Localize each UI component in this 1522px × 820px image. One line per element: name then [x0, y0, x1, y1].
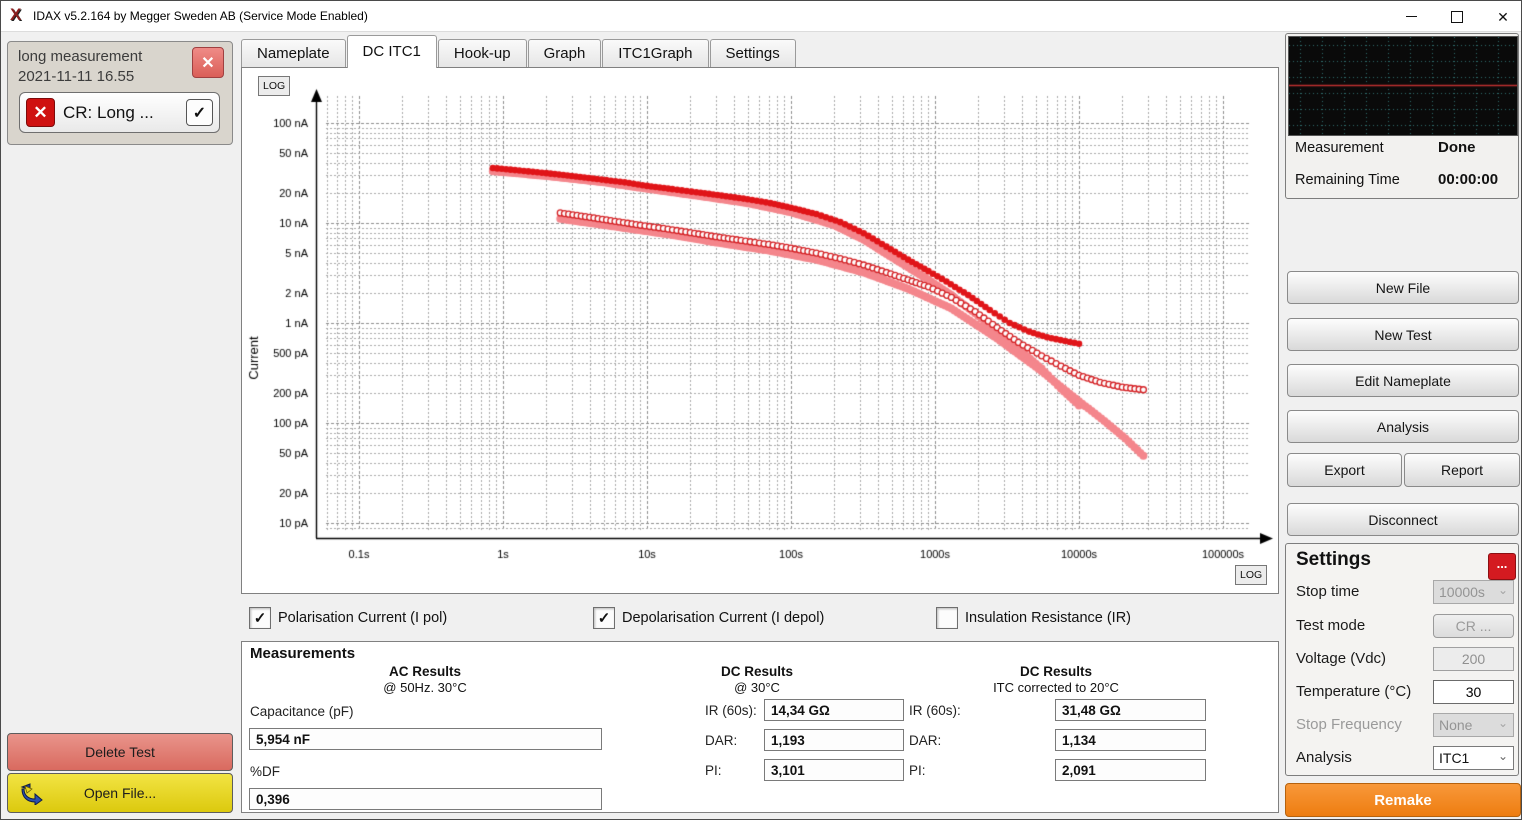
- remake-button[interactable]: Remake: [1285, 783, 1521, 817]
- checkbox-icon[interactable]: ✓: [249, 607, 271, 629]
- analysis-button[interactable]: Analysis: [1287, 410, 1519, 443]
- window-title: IDAX v5.2.164 by Megger Sweden AB (Servi…: [33, 9, 368, 23]
- stop-frequency-dropdown: None ⌄: [1433, 713, 1514, 737]
- tab-nameplate[interactable]: Nameplate: [241, 39, 346, 67]
- dc30-pi-label: PI:: [705, 763, 722, 778]
- settings-panel: Settings ... Stop time 10000s ⌄ Test mod…: [1285, 543, 1519, 776]
- dc30-results-subheader: @ 30°C: [734, 680, 780, 695]
- df-value: 0,396: [249, 788, 602, 810]
- ac-results-subheader: @ 50Hz. 30°C: [383, 680, 467, 695]
- analysis-label: Analysis: [1296, 749, 1352, 766]
- close-window-icon: ✕: [1497, 8, 1509, 25]
- close-icon: ✕: [201, 54, 215, 72]
- tab-settings[interactable]: Settings: [709, 39, 796, 67]
- chart-panel: LOG LOG: [241, 67, 1279, 594]
- remaining-time-value: 00:00:00: [1438, 171, 1499, 188]
- dc20-ir-value: 31,48 GΩ: [1055, 699, 1206, 721]
- dc30-ir-label: IR (60s):: [705, 703, 757, 718]
- checkbox-icon[interactable]: ✓: [936, 607, 958, 629]
- capacitance-value: 5,954 nF: [249, 728, 602, 750]
- dc30-dar-label: DAR:: [705, 733, 738, 748]
- y-axis-log-button[interactable]: LOG: [258, 76, 291, 96]
- x-axis-log-button[interactable]: LOG: [1235, 565, 1268, 585]
- edit-nameplate-button[interactable]: Edit Nameplate: [1287, 364, 1519, 397]
- app-logo-icon: X: [10, 5, 22, 24]
- test-mode-button: CR ...: [1433, 614, 1514, 638]
- insulation-resistance-checkbox[interactable]: ✓ Insulation Resistance (IR): [936, 607, 1131, 629]
- current-vs-time-chart: [242, 68, 1278, 593]
- stop-time-label: Stop time: [1296, 583, 1360, 600]
- checkbox-icon[interactable]: ✓: [593, 607, 615, 629]
- new-test-button[interactable]: New Test: [1287, 318, 1519, 351]
- dc30-ir-value: 14,34 GΩ: [764, 699, 904, 721]
- dc30-pi-value: 3,101: [764, 759, 904, 781]
- test-group-date: 2021-11-11 16.55: [18, 68, 135, 85]
- measurement-status-label: Measurement: [1295, 140, 1384, 156]
- measurement-status-panel: Measurement Done Remaining Time 00:00:00: [1285, 33, 1519, 199]
- dc20-dar-label: DAR:: [909, 733, 942, 748]
- dc20-results-subheader: ITC corrected to 20°C: [993, 680, 1119, 695]
- capacitance-label: Capacitance (pF): [250, 704, 354, 719]
- analysis-dropdown[interactable]: ITC1 ⌄: [1433, 746, 1514, 770]
- dc20-pi-value: 2,091: [1055, 759, 1206, 781]
- test-item-checkbox[interactable]: ✓: [186, 99, 213, 126]
- polarisation-current-checkbox[interactable]: ✓ Polarisation Current (I pol): [249, 607, 447, 629]
- check-icon: ✓: [192, 104, 207, 122]
- tab-bar: Nameplate DC ITC1 Hook-up Graph ITC1Grap…: [241, 35, 797, 68]
- test-group-close-button[interactable]: ✕: [192, 47, 224, 78]
- stop-time-dropdown: 10000s ⌄: [1433, 580, 1514, 604]
- chevron-down-icon: ⌄: [1497, 583, 1508, 597]
- dc20-ir-label: IR (60s):: [909, 703, 961, 718]
- remaining-time-label: Remaining Time: [1295, 172, 1400, 188]
- tab-hook-up[interactable]: Hook-up: [437, 39, 527, 67]
- tab-itc1graph[interactable]: ITC1Graph: [602, 39, 709, 67]
- minimize-button[interactable]: [1395, 7, 1427, 26]
- title-bar: X IDAX v5.2.164 by Megger Sweden AB (Ser…: [1, 1, 1521, 32]
- test-item-button[interactable]: ✕ CR: Long ... ✓: [19, 92, 220, 133]
- open-file-icon: [20, 783, 43, 805]
- temperature-input[interactable]: [1433, 680, 1514, 704]
- test-group-panel: long measurement 2021-11-11 16.55 ✕ ✕ CR…: [7, 41, 233, 145]
- settings-more-button[interactable]: ...: [1488, 553, 1516, 580]
- chevron-down-icon: ⌄: [1497, 749, 1508, 763]
- maximize-icon: [1451, 10, 1463, 23]
- dc30-dar-value: 1,193: [764, 729, 904, 751]
- maximize-button[interactable]: [1441, 7, 1473, 26]
- new-file-button[interactable]: New File: [1287, 271, 1519, 304]
- measurements-panel: Measurements AC Results @ 50Hz. 30°C DC …: [241, 641, 1279, 813]
- stop-frequency-label: Stop Frequency: [1296, 716, 1402, 733]
- dc30-results-header: DC Results: [720, 664, 793, 679]
- tab-dc-itc1[interactable]: DC ITC1: [346, 35, 437, 68]
- df-label: %DF: [250, 764, 280, 779]
- export-button[interactable]: Export: [1287, 453, 1402, 487]
- temperature-label: Temperature (°C): [1296, 683, 1412, 700]
- delete-test-button[interactable]: Delete Test: [7, 733, 233, 771]
- test-mode-label: Test mode: [1296, 617, 1366, 634]
- minimize-icon: [1405, 16, 1417, 17]
- report-button[interactable]: Report: [1404, 453, 1520, 487]
- dc20-results-header: DC Results: [1019, 664, 1092, 679]
- measurements-title: Measurements: [250, 645, 356, 662]
- test-group-name: long measurement: [18, 48, 143, 65]
- voltage-input: [1433, 647, 1514, 671]
- depolarisation-current-checkbox[interactable]: ✓ Depolarisation Current (I depol): [593, 607, 824, 629]
- voltage-label: Voltage (Vdc): [1296, 650, 1387, 667]
- settings-title: Settings: [1296, 549, 1371, 570]
- open-file-button[interactable]: Open File...: [7, 773, 233, 813]
- disconnect-button[interactable]: Disconnect: [1287, 503, 1519, 536]
- measurement-status-value: Done: [1438, 139, 1476, 156]
- ac-results-header: AC Results: [388, 664, 461, 679]
- dc20-dar-value: 1,134: [1055, 729, 1206, 751]
- chevron-down-icon: ⌄: [1497, 716, 1508, 730]
- dc20-pi-label: PI:: [909, 763, 926, 778]
- test-item-label: CR: Long ...: [63, 102, 154, 122]
- test-remove-icon[interactable]: ✕: [26, 98, 55, 127]
- tab-graph[interactable]: Graph: [527, 39, 602, 67]
- live-signal-scope: [1288, 36, 1518, 136]
- close-button[interactable]: ✕: [1487, 7, 1519, 26]
